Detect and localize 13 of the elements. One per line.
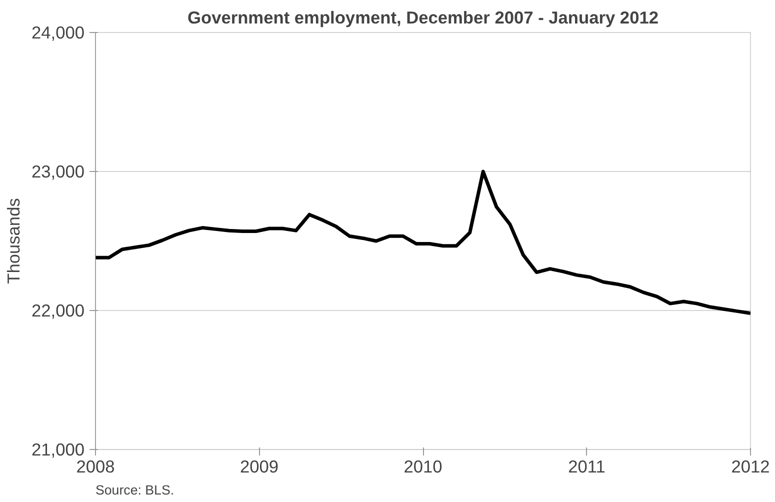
x-tick-label: 2011	[568, 456, 606, 476]
y-tick-label: 22,000	[32, 300, 84, 320]
y-tick-label: 23,000	[32, 162, 84, 182]
y-tick-label: 21,000	[32, 440, 84, 460]
chart-title: Government employment, December 2007 - January 2012	[188, 8, 658, 28]
x-tick-label: 2009	[240, 456, 279, 476]
x-tick-label: 2012	[731, 456, 770, 476]
source-note: Source: BLS.	[96, 482, 174, 498]
line-series	[96, 170, 750, 316]
y-tick-label: 24,000	[32, 22, 84, 42]
x-tick-label: 2008	[76, 456, 115, 476]
y-axis-title: Thousands	[4, 198, 24, 284]
x-tick-label: 2010	[404, 456, 442, 476]
